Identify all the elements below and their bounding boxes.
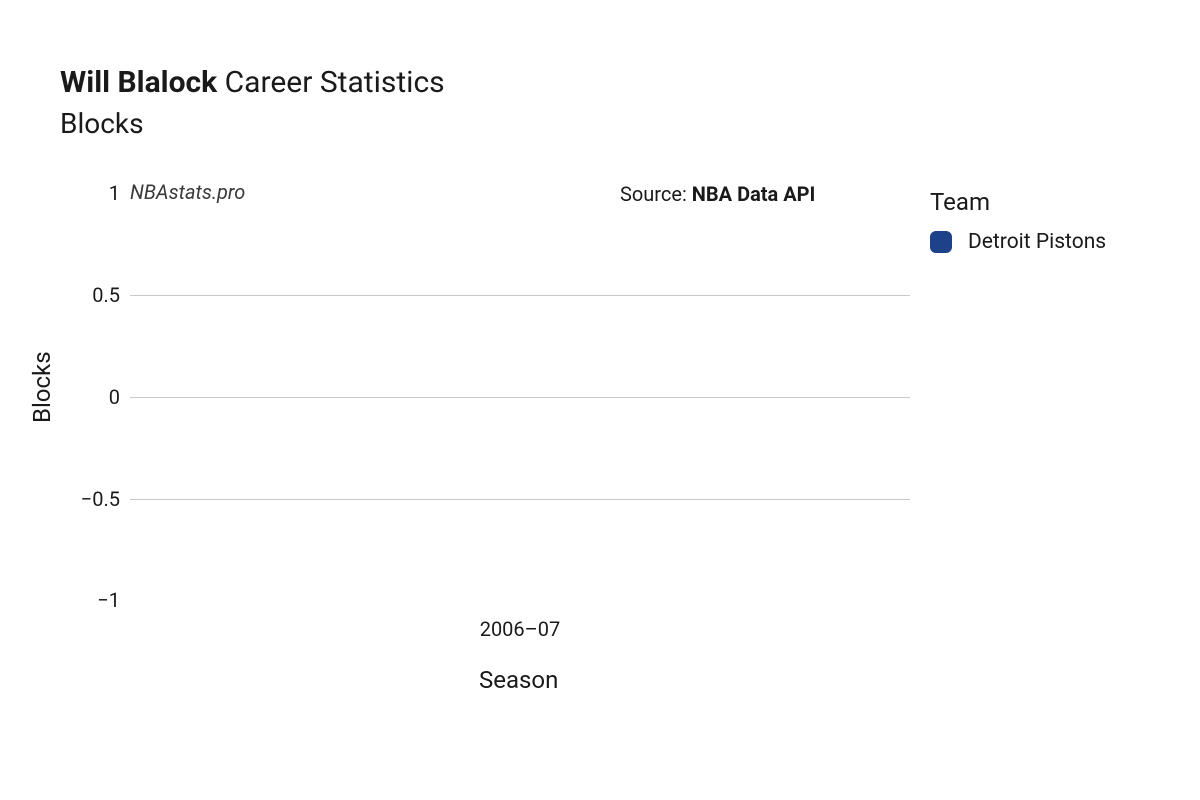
legend-item-label: Detroit Pistons [968,230,1106,254]
title-suffix: Career Statistics [225,65,445,100]
y-tick-label: −1 [60,588,120,612]
gridline [130,295,910,296]
legend: Team Detroit Pistons [930,188,1106,254]
chart-title-block: Will Blalock Career Statistics Blocks [60,66,445,140]
legend-title: Team [930,188,1106,216]
x-tick-label: 2006–07 [460,617,580,641]
gridline [130,397,910,398]
y-tick-label: 0 [60,385,120,409]
chart-container: Will Blalock Career Statistics Blocks NB… [0,0,1200,800]
gridline [130,499,910,500]
x-axis-title: Season [479,666,558,694]
y-axis-title: Blocks [28,351,56,423]
y-tick-label: 0.5 [60,283,120,307]
chart-title: Will Blalock Career Statistics [60,66,445,99]
player-name: Will Blalock [60,65,217,100]
legend-item: Detroit Pistons [930,230,1106,254]
chart-subtitle: Blocks [60,107,445,140]
y-tick-label: 1 [60,181,120,205]
legend-swatch [930,231,952,253]
plot-area: 2006–07 [130,175,910,600]
y-tick-label: −0.5 [60,487,120,511]
